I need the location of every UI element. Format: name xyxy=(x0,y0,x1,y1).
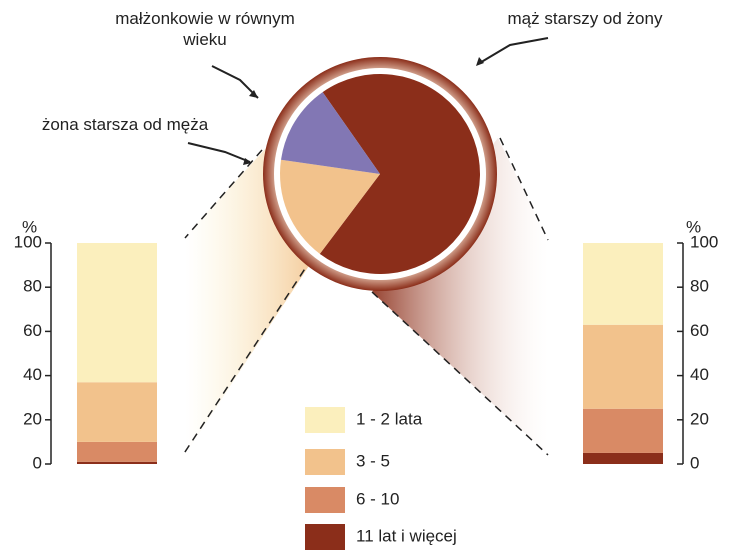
bar-segment xyxy=(583,324,663,409)
pie xyxy=(280,74,480,274)
y-tick-label: 100 xyxy=(14,232,42,251)
arrow-head xyxy=(243,158,252,165)
y-tick-label: 60 xyxy=(23,321,42,340)
legend-swatch xyxy=(305,449,345,475)
annotation: żona starsza od męża xyxy=(41,115,209,134)
y-tick-label: 40 xyxy=(690,365,709,384)
annotation: mąż starszy od żony xyxy=(507,9,663,28)
legend-label: 1 - 2 lata xyxy=(356,409,423,428)
bar-segment xyxy=(77,441,157,462)
bar-segment xyxy=(77,382,157,442)
pie-slice xyxy=(281,92,380,174)
dashed-line xyxy=(499,137,549,241)
dashed-line xyxy=(182,257,313,456)
pie-slice xyxy=(319,74,480,274)
legend-label: 6 - 10 xyxy=(356,489,399,508)
bar-segment xyxy=(583,408,663,453)
arrow-head xyxy=(249,90,258,98)
y-tick-label: 60 xyxy=(690,321,709,340)
legend-label: 3 - 5 xyxy=(356,451,390,470)
legend-swatch xyxy=(305,407,345,433)
bar-segment xyxy=(77,461,157,464)
y-tick-label: 0 xyxy=(690,453,699,472)
bar-segment xyxy=(583,243,663,325)
legend-swatch xyxy=(305,487,345,513)
annotation: małżonkowie w równym wieku xyxy=(115,9,295,49)
y-axis-unit: % xyxy=(22,217,37,236)
pie-slice xyxy=(280,159,380,254)
y-tick-label: 100 xyxy=(690,232,718,251)
legend-label: 11 lat i więcej xyxy=(356,526,457,545)
bar-segment xyxy=(583,452,663,464)
y-axis-unit: % xyxy=(686,217,701,236)
arrow-head xyxy=(476,57,484,66)
y-tick-label: 80 xyxy=(23,277,42,296)
arrow xyxy=(477,37,549,65)
y-tick-label: 40 xyxy=(23,365,42,384)
arrow xyxy=(187,142,251,163)
y-tick-label: 0 xyxy=(33,453,42,472)
zoom-cone xyxy=(372,138,548,455)
dashed-line xyxy=(371,291,549,456)
dashed-line xyxy=(184,149,263,239)
y-tick-label: 20 xyxy=(23,409,42,428)
legend-swatch xyxy=(305,524,345,550)
y-tick-label: 20 xyxy=(690,409,709,428)
bar-segment xyxy=(77,243,157,383)
y-tick-label: 80 xyxy=(690,277,709,296)
arrow xyxy=(211,65,259,99)
